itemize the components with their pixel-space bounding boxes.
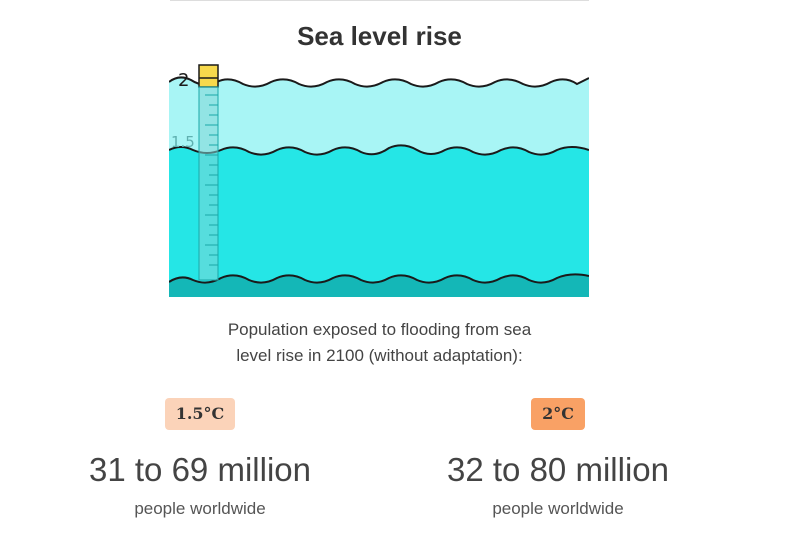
scenario-badge-1-5c: 1.5°C xyxy=(164,398,236,430)
top-divider xyxy=(170,0,589,1)
caption-line-1: Population exposed to flooding from sea xyxy=(227,320,532,339)
wave-line-floor xyxy=(169,273,589,284)
caption-line-2: level rise in 2100 (without adaptation): xyxy=(236,346,523,365)
sea-level-illustration: 2 1.5 xyxy=(169,64,589,297)
scenario-unit-2c: people worldwide xyxy=(492,499,624,518)
gauge-stick xyxy=(198,86,219,281)
scenario-2c: 2°C 32 to 80 million people worldwide xyxy=(368,398,748,520)
wave-line-15c xyxy=(169,144,589,156)
caption: Population exposed to flooding from sea … xyxy=(170,317,589,369)
scenario-range-1-5c: 31 to 69 million xyxy=(89,451,311,488)
gauge-ticks xyxy=(205,94,218,266)
wave-line-2c xyxy=(169,76,589,88)
scenario-range-2c: 32 to 80 million xyxy=(447,451,669,488)
scenario-1-5c: 1.5°C 31 to 69 million people worldwide xyxy=(10,398,390,520)
page-title: Sea level rise xyxy=(297,21,462,51)
scenario-unit-1-5c: people worldwide xyxy=(134,499,266,518)
gauge-label-1-5: 1.5 xyxy=(171,133,195,151)
water-15c-area xyxy=(169,145,589,297)
measuring-gauge xyxy=(198,64,219,281)
gauge-marker xyxy=(198,64,219,88)
gauge-label-2: 2 xyxy=(178,70,189,91)
scenario-badge-2c: 2°C xyxy=(531,398,585,430)
